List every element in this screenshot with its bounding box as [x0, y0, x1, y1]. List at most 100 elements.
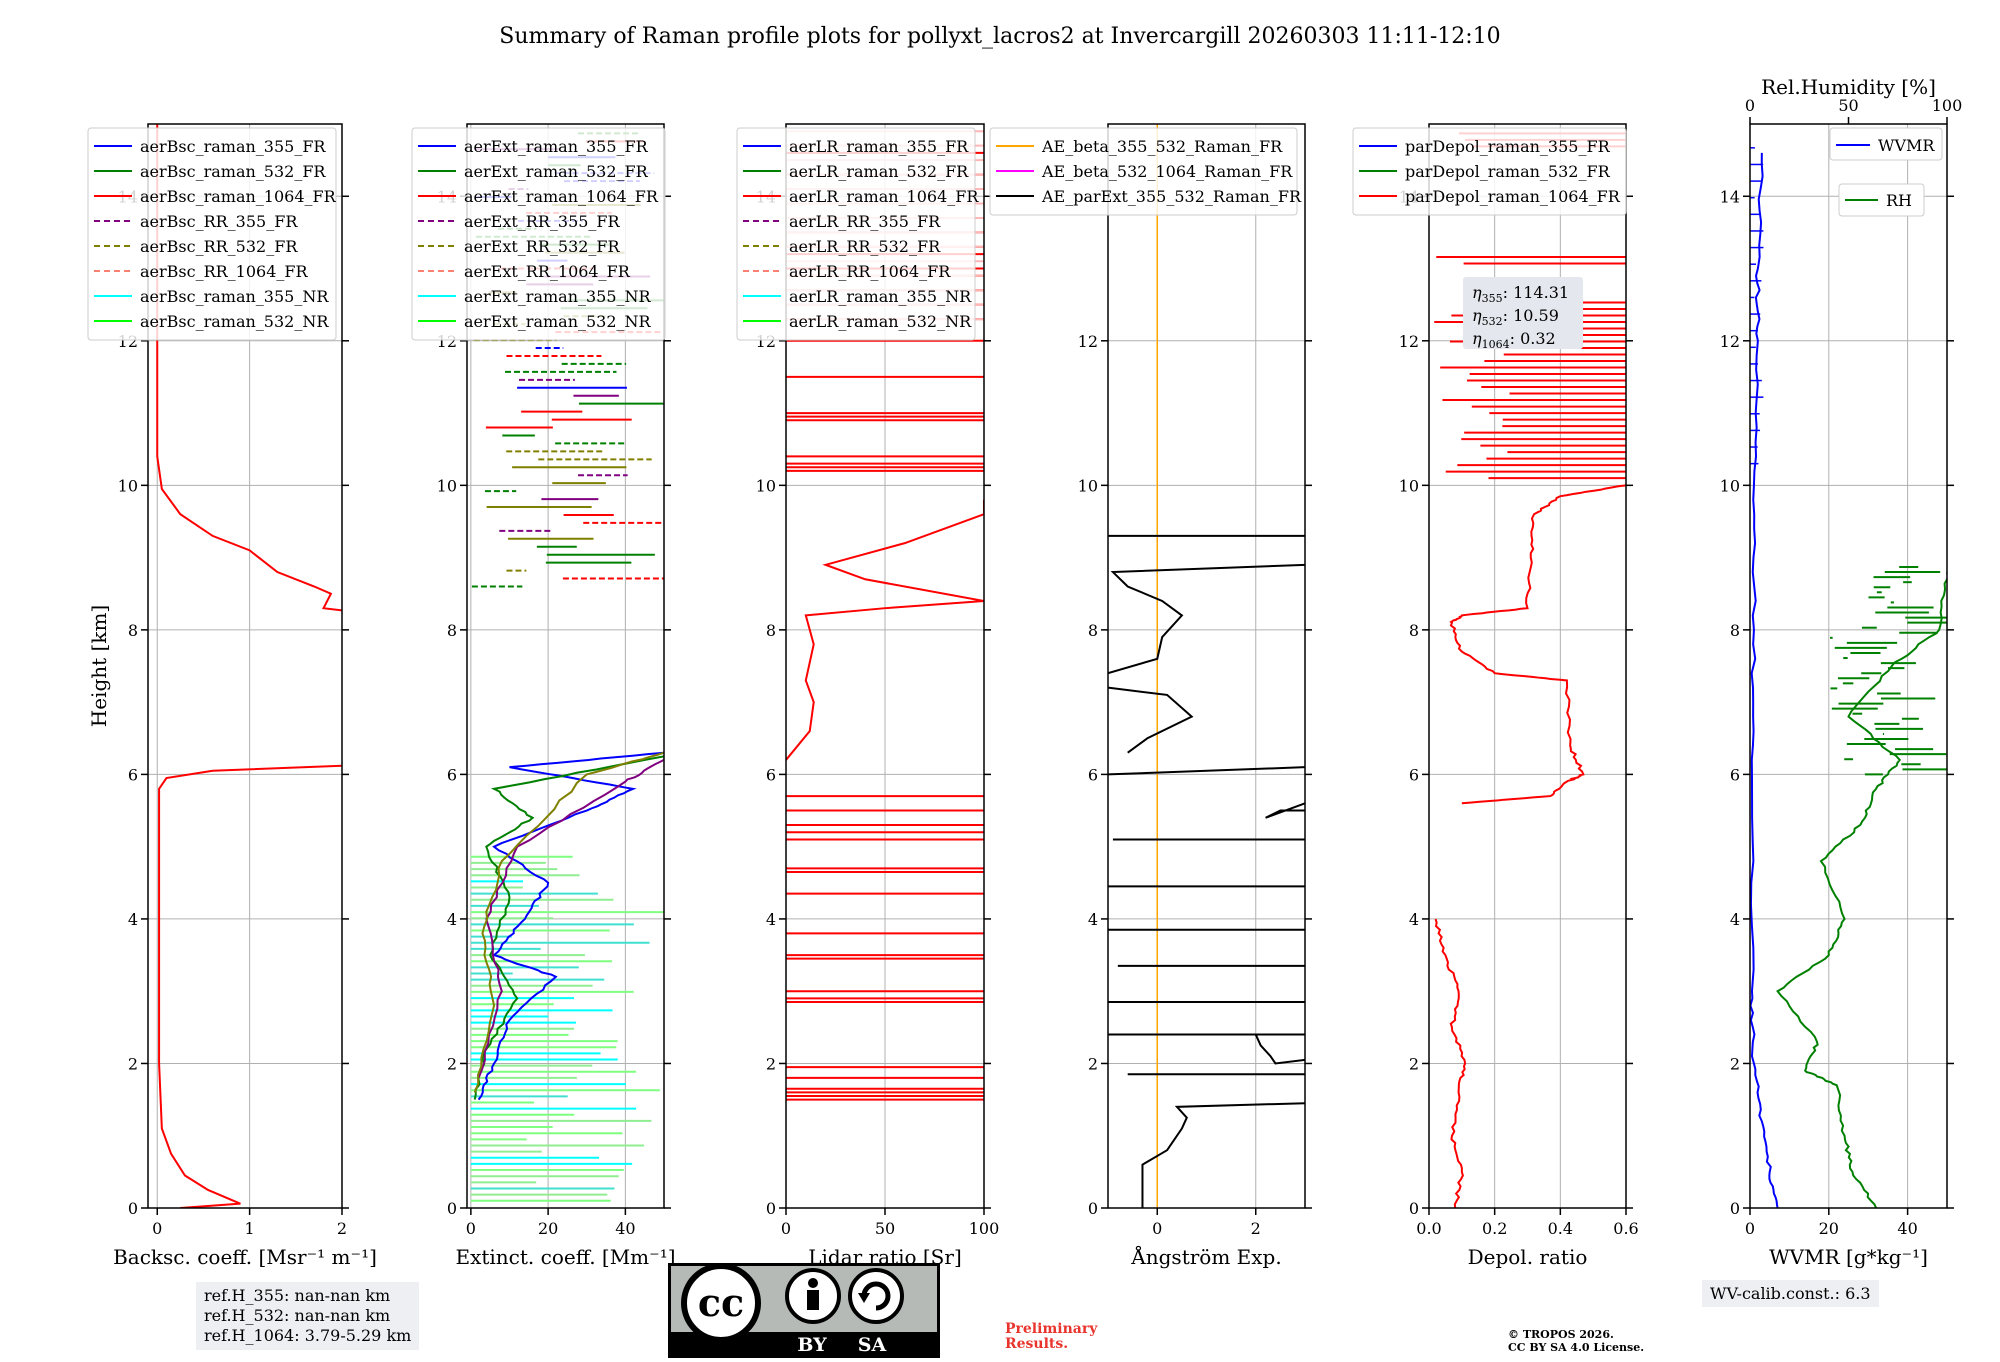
- ytick-label-10: 10: [118, 476, 138, 495]
- legend-frame-ae: [989, 127, 1298, 216]
- ytick-label-4: 4: [447, 910, 457, 929]
- legend-label-aerbsc-rr-355-fr: aerBsc_RR_355_FR: [140, 212, 298, 231]
- legend-label-aerlr-rr-532-fr: aerLR_RR_532_FR: [789, 237, 941, 256]
- ytick-label-2: 2: [128, 1054, 138, 1073]
- legend-frame-wvmr: [1829, 127, 1943, 161]
- yaxis-label: Height [km]: [87, 605, 111, 727]
- ytick-label-8: 8: [1088, 621, 1098, 640]
- legend-label-aerlr-rr-355-fr: aerLR_RR_355_FR: [789, 212, 941, 231]
- legend-label-aerlr-raman-355-nr: aerLR_raman_355_NR: [789, 287, 972, 306]
- ytick-label-0: 0: [1409, 1199, 1419, 1218]
- eta-annotation-355: η355: 114.31: [1472, 283, 1569, 305]
- series-ae-parext-355-532-raman-fr: [1141, 1102, 1305, 1208]
- legend-label-ae-beta-532-1064-raman-fr: AE_beta_532_1064_Raman_FR: [1041, 162, 1293, 181]
- ytick-label-14: 14: [1720, 187, 1740, 206]
- rh-axis-label: Rel.Humidity [%]: [1761, 75, 1936, 99]
- series-aerext-rr-355-fr: [477, 759, 664, 1079]
- series-aerbsc-raman-1064-fr: [158, 764, 342, 1208]
- legend-label-aerlr-rr-1064-fr: aerLR_RR_1064_FR: [789, 262, 951, 281]
- legend-depol: parDepol_raman_355_FR parDepol_raman_532_…: [1352, 127, 1627, 216]
- ytick-label-4: 4: [1088, 910, 1098, 929]
- xtick-label-2: 2: [1251, 1219, 1261, 1238]
- ref-height-532: ref.H_532: nan-nan km: [204, 1306, 391, 1325]
- panels-layer: 02468101214012Backsc. coeff. [Msr⁻¹ m⁻¹]…: [87, 75, 1962, 1269]
- ytick-label-2: 2: [447, 1054, 457, 1073]
- ytick-label-8: 8: [447, 621, 457, 640]
- legend-bsc: aerBsc_raman_355_FR aerBsc_raman_532_FRae…: [87, 127, 337, 341]
- ytick-label-12: 12: [1720, 332, 1740, 351]
- ytick-label-4: 4: [128, 910, 138, 929]
- xtick-label-40: 40: [615, 1219, 635, 1238]
- legend-lr: aerLR_raman_355_FR aerLR_raman_532_FR aerL…: [736, 127, 979, 341]
- legend-frame-lr: [736, 127, 976, 341]
- series-pardepol-raman-1064-fr: [1434, 918, 1467, 1208]
- ytick-label-0: 0: [447, 1199, 457, 1218]
- ytick-label-6: 6: [766, 765, 776, 784]
- ytick-label-8: 8: [766, 621, 776, 640]
- ytick-label-6: 6: [1088, 765, 1098, 784]
- ytick-label-8: 8: [1409, 621, 1419, 640]
- xtick-label-1: 1: [245, 1219, 255, 1238]
- plot-area-bsc: [156, 124, 342, 1208]
- xtick-label-0: 0: [466, 1219, 476, 1238]
- ae-parext-segment: [1265, 802, 1305, 819]
- legend-label-aerext-raman-355-fr: aerExt_raman_355_FR: [464, 137, 649, 156]
- ref-height-1064: ref.H_1064: 3.79-5.29 km: [204, 1326, 412, 1345]
- series-aerext-rr-532-fr: [473, 751, 664, 1093]
- ytick-label-10: 10: [1399, 476, 1419, 495]
- series-ae-parext-355-532-raman-fr: [1108, 686, 1194, 754]
- ref-height-355: ref.H_355: nan-nan km: [204, 1286, 391, 1305]
- panel-ext: 0246810121402040Extinct. coeff. [Mm⁻¹]ae…: [411, 123, 676, 1269]
- xtick-label-0: 0: [1152, 1219, 1162, 1238]
- legend-label-aerbsc-raman-532-fr: aerBsc_raman_532_FR: [140, 162, 326, 181]
- ytick-label-0: 0: [1088, 1199, 1098, 1218]
- xtick-label-0: 0: [152, 1219, 162, 1238]
- eta-annotation-background: [1463, 277, 1583, 349]
- cc-sa-label: SA: [858, 1334, 887, 1356]
- legend-label-aerext-rr-532-fr: aerExt_RR_532_FR: [464, 237, 621, 256]
- xtick-label-0-2: 0.2: [1482, 1219, 1507, 1238]
- xaxis-label-ae: Ångström Exp.: [1130, 1244, 1281, 1269]
- xtick-label-20: 20: [538, 1219, 558, 1238]
- legend-label-pardepol-raman-1064-fr: parDepol_raman_1064_FR: [1405, 187, 1621, 206]
- copyright-line-1: © TROPOS 2026.: [1508, 1328, 1614, 1341]
- copyright-line-2: CC BY SA 4.0 License.: [1508, 1341, 1645, 1354]
- axes-frame-ae: [1107, 123, 1306, 1209]
- panel-bsc: 02468101214012Backsc. coeff. [Msr⁻¹ m⁻¹]…: [87, 123, 377, 1269]
- legend-label-aerext-raman-1064-fr: aerExt_raman_1064_FR: [464, 187, 659, 206]
- legend-label-aerlr-raman-532-fr: aerLR_raman_532_FR: [789, 162, 969, 181]
- xtick-label-0-4: 0.4: [1548, 1219, 1573, 1238]
- xtick-label-0-6: 0.6: [1613, 1219, 1638, 1238]
- legend-label-aerext-rr-355-fr: aerExt_RR_355_FR: [464, 212, 621, 231]
- axes-frame-wv: [1749, 123, 1948, 1209]
- legend-label-aerlr-raman-532-nr: aerLR_raman_532_NR: [789, 312, 972, 331]
- wv-calibration-text: WV-calib.const.: 6.3: [1710, 1284, 1871, 1303]
- ytick-label-6: 6: [447, 765, 457, 784]
- legend-ae: AE_beta_355_532_Raman_FR AE_beta_532_1064…: [989, 127, 1302, 216]
- legend-label-aerbsc-raman-532-nr: aerBsc_raman_532_NR: [140, 312, 329, 331]
- xaxis-label-wv: WVMR [g*kg⁻¹]: [1769, 1245, 1928, 1269]
- svg-text:cc: cc: [698, 1280, 744, 1325]
- ytick-label-2: 2: [1409, 1054, 1419, 1073]
- ytick-label-4: 4: [1730, 910, 1740, 929]
- series-wvmr: [1750, 152, 1779, 1208]
- panel-ae: 0 2 4 6 8 10 12 0 2 Ångström Exp. AE_beta_355_532_…: [989, 123, 1312, 1269]
- ytick-label-12: 12: [1399, 332, 1419, 351]
- axes-frame-ext: [466, 123, 665, 1209]
- ytick-label-12: 12: [1078, 332, 1098, 351]
- ytick-label-10: 10: [756, 476, 776, 495]
- legend-ext: aerExt_raman_355_FR aerExt_raman_532_FRae…: [411, 127, 666, 341]
- panel-wv: 0 2 4 6 8 10 12 14 0 20 40 WVMR [g*kg⁻¹] Rel.Humidit…: [1720, 75, 1963, 1269]
- legend-label-aerext-rr-1064-fr: aerExt_RR_1064_FR: [464, 262, 631, 281]
- legend-label-pardepol-raman-532-fr: parDepol_raman_532_FR: [1405, 162, 1611, 181]
- xtick-label-20: 20: [1819, 1219, 1839, 1238]
- legend-label-aerbsc-rr-1064-fr: aerBsc_RR_1064_FR: [140, 262, 309, 281]
- series-aerlr-raman-1064-fr: [786, 499, 984, 761]
- share-alike-icon: [848, 1268, 904, 1324]
- xtick-label-100: 100: [969, 1219, 1000, 1238]
- legend-label-aerext-raman-532-fr: aerExt_raman_532_FR: [464, 162, 649, 181]
- ae-parext-segment: [1254, 1034, 1305, 1065]
- wv-calibration-box: WV-calib.const.: 6.3: [1702, 1280, 1879, 1307]
